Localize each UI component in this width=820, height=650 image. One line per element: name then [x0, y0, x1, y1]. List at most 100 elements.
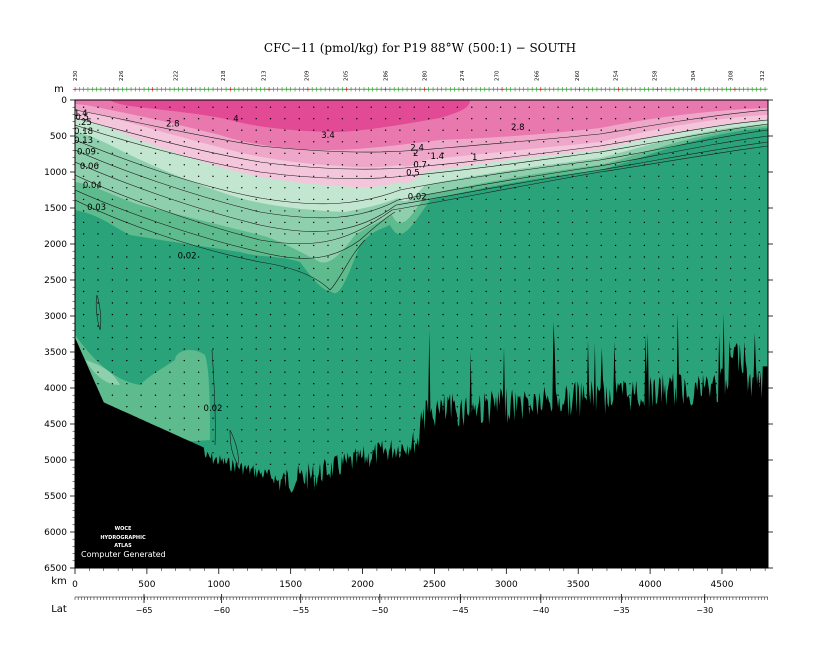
sample-dot: [169, 325, 171, 327]
sample-dot: [269, 210, 272, 212]
sample-dot: [298, 244, 300, 247]
sample-dot: [528, 164, 530, 166]
sample-dot: [197, 233, 200, 235]
sample-dot: [154, 210, 157, 212]
sample-dot: [313, 256, 315, 258]
station-marker: +: [607, 86, 613, 94]
station-marker: +: [486, 86, 492, 94]
sample-dot: [399, 336, 401, 339]
sample-dot: [471, 267, 473, 270]
contour-label: .25: [78, 118, 92, 128]
sample-dot: [629, 141, 631, 143]
sample-dot: [715, 164, 717, 166]
lat-tick-label: −35: [613, 606, 630, 615]
sample-dot: [226, 313, 229, 316]
sample-dot: [183, 164, 185, 166]
sample-dot: [154, 152, 157, 154]
sample-dot: [672, 336, 674, 339]
sample-dot: [629, 187, 631, 189]
sample-dot: [686, 210, 689, 212]
station-marker: +: [72, 86, 78, 94]
sample-dot: [399, 302, 401, 304]
sample-dot: [197, 429, 200, 431]
sample-dot: [226, 233, 229, 235]
sample-dot: [370, 313, 372, 316]
sample-dot: [413, 221, 415, 224]
sample-dot: [197, 175, 200, 177]
sample-dot: [327, 452, 329, 454]
sample-dot: [499, 141, 502, 143]
sample-dot: [586, 210, 588, 212]
sample-dot: [341, 313, 344, 316]
sample-dot: [327, 336, 329, 339]
sample-dot: [643, 152, 646, 154]
sample-dot: [197, 279, 200, 281]
station-marker: +: [189, 86, 195, 94]
sample-dot: [255, 359, 257, 362]
sample-dot: [298, 371, 300, 373]
sample-dot: [298, 359, 300, 362]
sample-dot: [557, 175, 559, 177]
sample-dot: [715, 256, 717, 258]
sample-dot: [499, 279, 502, 281]
sample-dot: [298, 463, 300, 465]
sample-dot: [729, 313, 732, 316]
sample-dot: [111, 313, 114, 316]
sample-dot: [82, 256, 85, 258]
sample-dot: [111, 348, 114, 350]
sample-dot: [600, 302, 602, 304]
sample-dot: [471, 348, 473, 350]
sample-dot: [140, 118, 142, 120]
y-tick-label: 3000: [44, 312, 67, 322]
sample-dot: [586, 325, 588, 327]
station-marker: +: [585, 86, 591, 94]
sample-dot: [729, 233, 732, 235]
sample-dot: [384, 244, 387, 247]
sample-dot: [499, 187, 502, 189]
sample-dot: [255, 417, 257, 419]
sample-dot: [197, 348, 200, 350]
sample-dot: [169, 406, 171, 408]
sample-dot: [140, 325, 142, 327]
sample-dot: [614, 187, 617, 189]
sample-dot: [126, 325, 128, 327]
sample-dot: [456, 348, 459, 350]
sample-dot: [111, 233, 114, 235]
sample-dot: [428, 106, 430, 108]
sample-dot: [701, 371, 703, 373]
sample-dot: [571, 129, 574, 131]
station-marker: +: [119, 86, 125, 94]
sample-dot: [557, 118, 559, 120]
sample-dot: [341, 233, 344, 235]
contour-label: 0.5: [406, 169, 420, 179]
sample-dot: [82, 233, 85, 235]
sample-dot: [327, 244, 329, 247]
sample-dot: [154, 175, 157, 177]
sample-dot: [514, 371, 516, 373]
sample-dot: [413, 129, 415, 131]
sample-dot: [442, 106, 444, 108]
sample-dot: [471, 198, 473, 201]
sample-dot: [471, 118, 473, 120]
sample-dot: [126, 175, 128, 177]
sample-dot: [701, 221, 703, 224]
sample-dot: [384, 290, 387, 293]
sample-dot: [241, 129, 243, 131]
sample-dot: [111, 371, 114, 373]
sample-dot: [643, 279, 646, 281]
station-marker: +: [654, 86, 660, 94]
sample-dot: [586, 129, 588, 131]
lat-axis-label: Lat: [51, 604, 67, 615]
sample-dot: [111, 175, 114, 177]
sample-dot: [643, 394, 646, 396]
sample-dot: [197, 325, 200, 327]
sample-dot: [729, 302, 732, 304]
sample-dot: [557, 383, 559, 385]
sample-dot: [600, 152, 602, 154]
sample-dot: [413, 383, 415, 385]
sample-dot: [241, 244, 243, 247]
sample-dot: [327, 348, 329, 350]
sample-dot: [586, 244, 588, 247]
sample-dot: [212, 336, 214, 339]
station-marker: +: [508, 86, 514, 94]
